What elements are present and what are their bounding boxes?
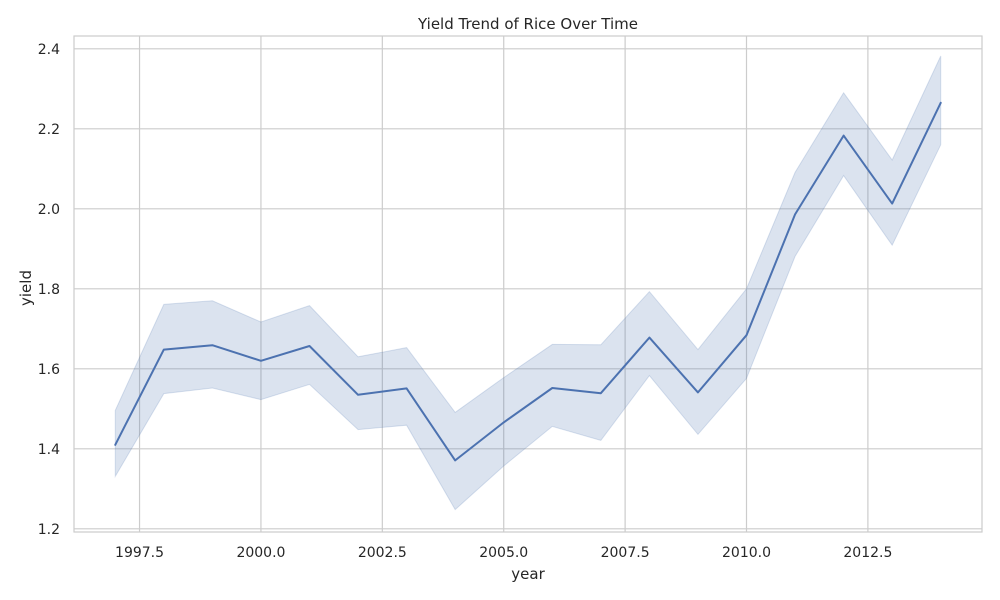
series-line (114, 101, 942, 462)
y-tick-label: 1.4 (38, 442, 60, 458)
y-tick-labels: 1.2 1.4 1.6 1.8 2.0 2.2 2.4 (38, 42, 60, 538)
y-tick-label: 2.0 (38, 202, 60, 218)
series-line-layer (114, 101, 942, 462)
x-axis-label: year (511, 565, 545, 583)
grid-lines (74, 36, 982, 532)
plot-frame (73, 35, 983, 533)
x-tick-label: 2010.0 (722, 545, 771, 561)
confidence-band-layer (114, 55, 942, 511)
x-tick-label: 1997.5 (115, 545, 164, 561)
y-axis-label: yield (17, 270, 35, 306)
y-tick-label: 2.2 (38, 122, 60, 138)
y-tick-label: 1.8 (38, 282, 60, 298)
x-tick-label: 2000.0 (236, 545, 285, 561)
confidence-band (114, 55, 942, 511)
x-tick-labels: 1997.5 2000.0 2002.5 2005.0 2007.5 2010.0 2012… (115, 545, 892, 561)
y-tick-label: 2.4 (38, 42, 60, 58)
x-tick-label: 2005.0 (479, 545, 528, 561)
chart-title: Yield Trend of Rice Over Time (417, 15, 638, 33)
y-tick-label: 1.6 (38, 362, 60, 378)
x-tick-label: 2002.5 (358, 545, 407, 561)
y-tick-label: 1.2 (38, 522, 60, 538)
x-tick-label: 2012.5 (843, 545, 892, 561)
x-tick-label: 2007.5 (601, 545, 650, 561)
